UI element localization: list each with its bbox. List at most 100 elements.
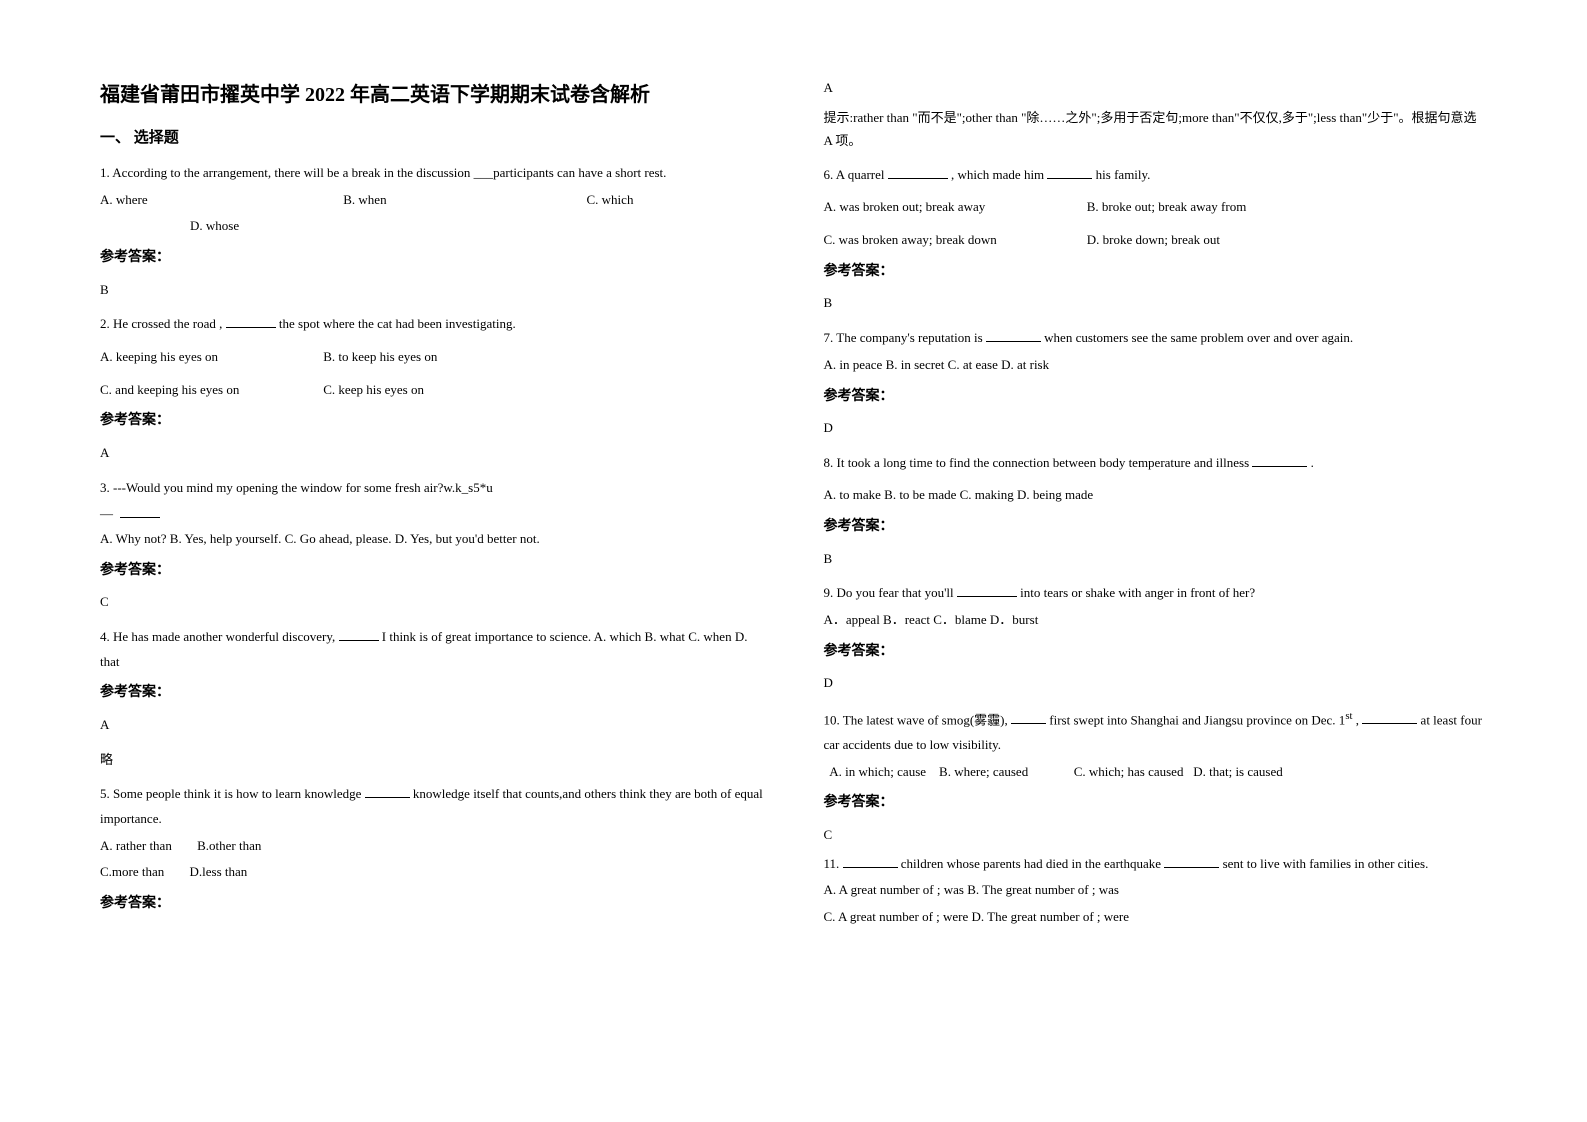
left-column: 福建省莆田市擢英中学 2022 年高二英语下学期期末试卷含解析 一、 选择题 1… xyxy=(100,80,764,934)
q5-options-row2: C.more than D.less than xyxy=(100,860,764,885)
q4-answer: A xyxy=(100,713,764,738)
document-page: 福建省莆田市擢英中学 2022 年高二英语下学期期末试卷含解析 一、 选择题 1… xyxy=(100,80,1487,934)
q10-text-mid1: first swept into Shanghai and Jiangsu pr… xyxy=(1049,712,1345,727)
q10-text: 10. The latest wave of smog(雾霾), first s… xyxy=(824,706,1488,758)
q6-options-row2: C. was broken away; break down D. broke … xyxy=(824,228,1488,253)
q6-options-row1: A. was broken out; break away B. broke o… xyxy=(824,195,1488,220)
q6-answer-label: 参考答案： xyxy=(824,259,1488,286)
q2-blank xyxy=(226,315,276,328)
q3-blank xyxy=(120,505,160,518)
q1-opt-d: D. whose xyxy=(190,218,239,233)
q8-text-post: . xyxy=(1311,455,1314,470)
q4-text-pre: 4. He has made another wonderful discove… xyxy=(100,629,335,644)
q6-text-pre: 6. A quarrel xyxy=(824,167,888,182)
q6-opt-d: D. broke down; break out xyxy=(1087,232,1220,247)
question-7: 7. The company's reputation is when cust… xyxy=(824,326,1488,441)
q11-text-post: sent to live with families in other citi… xyxy=(1223,856,1429,871)
q6-answer: B xyxy=(824,291,1488,316)
q9-blank xyxy=(957,584,1017,597)
q6-blank1 xyxy=(888,166,948,179)
q11-text-mid: children whose parents had died in the e… xyxy=(901,856,1161,871)
q6-text-mid: , which made him xyxy=(951,167,1047,182)
q10-answer-label: 参考答案： xyxy=(824,790,1488,817)
q8-answer: B xyxy=(824,547,1488,572)
q5-opt-b: B.other than xyxy=(197,834,261,859)
q11-options-line1: A. A great number of ; was B. The great … xyxy=(824,878,1488,903)
q5-text-pre: 5. Some people think it is how to learn … xyxy=(100,786,365,801)
q2-opt-a: A. keeping his eyes on xyxy=(100,345,320,370)
right-column: A 提示:rather than "而不是";other than "除……之外… xyxy=(824,80,1488,934)
q2-opt-b: B. to keep his eyes on xyxy=(323,349,437,364)
q10-text-mid2: , xyxy=(1356,712,1359,727)
q7-answer-label: 参考答案： xyxy=(824,384,1488,411)
q6-text: 6. A quarrel , which made him his family… xyxy=(824,163,1488,188)
q3-answer: C xyxy=(100,590,764,615)
q8-blank xyxy=(1252,454,1307,467)
question-10: 10. The latest wave of smog(雾霾), first s… xyxy=(824,706,1488,848)
q4-text: 4. He has made another wonderful discove… xyxy=(100,625,764,674)
q6-opt-b: B. broke out; break away from xyxy=(1087,199,1247,214)
q9-text: 9. Do you fear that you'll into tears or… xyxy=(824,581,1488,606)
q8-text-pre: 8. It took a long time to find the conne… xyxy=(824,455,1253,470)
q4-omitted: 略 xyxy=(100,748,764,773)
q6-text-post: his family. xyxy=(1096,167,1151,182)
q11-blank1 xyxy=(843,855,898,868)
q5-answer: A xyxy=(824,80,1488,96)
q3-dash: — xyxy=(100,502,764,527)
q3-options: A. Why not? B. Yes, help yourself. C. Go… xyxy=(100,527,764,552)
q2-text: 2. He crossed the road , the spot where … xyxy=(100,312,764,337)
q7-text-post: when customers see the same problem over… xyxy=(1044,330,1353,345)
q9-text-post: into tears or shake with anger in front … xyxy=(1020,585,1255,600)
q9-text-pre: 9. Do you fear that you'll xyxy=(824,585,954,600)
q3-text: 3. ---Would you mind my opening the wind… xyxy=(100,476,764,501)
q9-answer-label: 参考答案： xyxy=(824,639,1488,666)
q5-hint: 提示:rather than "而不是";other than "除……之外";… xyxy=(824,106,1488,153)
q10-text-pre: 10. The latest wave of smog(雾霾), xyxy=(824,712,1008,727)
q10-sup: st xyxy=(1345,710,1352,722)
q7-text: 7. The company's reputation is when cust… xyxy=(824,326,1488,351)
q6-opt-a: A. was broken out; break away xyxy=(824,195,1084,220)
q11-blank2 xyxy=(1164,855,1219,868)
q3-dash-char: — xyxy=(100,506,113,521)
q1-answer-label: 参考答案： xyxy=(100,245,764,272)
question-6: 6. A quarrel , which made him his family… xyxy=(824,163,1488,316)
document-title: 福建省莆田市擢英中学 2022 年高二英语下学期期末试卷含解析 xyxy=(100,80,764,110)
q10-options: A. in which; cause B. where; caused C. w… xyxy=(824,760,1488,785)
q7-answer: D xyxy=(824,416,1488,441)
question-1: 1. According to the arrangement, there w… xyxy=(100,161,764,302)
q5-blank xyxy=(365,785,410,798)
q2-opt-c: C. and keeping his eyes on xyxy=(100,378,320,403)
section-heading: 一、 选择题 xyxy=(100,126,764,147)
q6-opt-c: C. was broken away; break down xyxy=(824,228,1084,253)
q2-options-row1: A. keeping his eyes on B. to keep his ey… xyxy=(100,345,764,370)
q8-text: 8. It took a long time to find the conne… xyxy=(824,451,1488,476)
q4-blank xyxy=(339,628,379,641)
q1-opt-c: C. which xyxy=(587,192,634,207)
q11-text: 11. children whose parents had died in t… xyxy=(824,852,1488,877)
q10-blank1 xyxy=(1011,711,1046,724)
question-11: 11. children whose parents had died in t… xyxy=(824,852,1488,930)
q7-options: A. in peace B. in secret C. at ease D. a… xyxy=(824,353,1488,378)
question-5: 5. Some people think it is how to learn … xyxy=(100,782,764,917)
q9-options: A．appeal B．react C．blame D．burst xyxy=(824,608,1488,633)
q5-options-row1: A. rather than B.other than xyxy=(100,834,764,859)
q5-opt-c: C.more than xyxy=(100,860,164,885)
q8-answer-label: 参考答案： xyxy=(824,514,1488,541)
q1-opt-a: A. where xyxy=(100,188,340,213)
q5-opt-a: A. rather than xyxy=(100,834,172,859)
q5-text: 5. Some people think it is how to learn … xyxy=(100,782,764,831)
q10-answer: C xyxy=(824,823,1488,848)
question-3: 3. ---Would you mind my opening the wind… xyxy=(100,476,764,615)
q7-text-pre: 7. The company's reputation is xyxy=(824,330,986,345)
q2-opt-d: C. keep his eyes on xyxy=(323,382,424,397)
question-8: 8. It took a long time to find the conne… xyxy=(824,451,1488,572)
q2-answer: A xyxy=(100,441,764,466)
q1-answer: B xyxy=(100,278,764,303)
q10-blank2 xyxy=(1362,711,1417,724)
q3-answer-label: 参考答案： xyxy=(100,558,764,585)
q5-opt-d: D.less than xyxy=(190,860,248,885)
q1-options: A. where B. when C. which xyxy=(100,188,764,213)
q1-opt-b: B. when xyxy=(343,188,583,213)
q2-text-post: the spot where the cat had been investig… xyxy=(279,316,516,331)
q2-answer-label: 参考答案： xyxy=(100,408,764,435)
